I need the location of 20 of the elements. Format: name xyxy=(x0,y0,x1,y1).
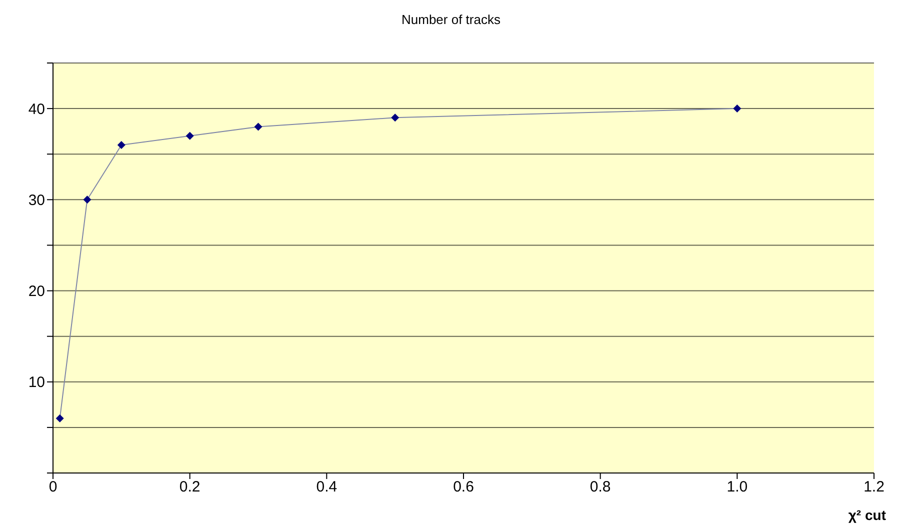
x-tick-label: 1.2 xyxy=(864,478,884,496)
point xyxy=(254,122,262,131)
point xyxy=(117,141,126,149)
y-tick-label: 30 xyxy=(28,192,45,209)
x-tick-label: 0 xyxy=(48,478,58,496)
x-tick-label: 1.0 xyxy=(726,478,748,496)
y-tick-label: 20 xyxy=(28,283,45,300)
y-tick-label: 10 xyxy=(28,374,45,392)
point xyxy=(186,132,194,140)
point xyxy=(391,114,400,122)
x-tick-label: 0.8 xyxy=(590,478,611,496)
point xyxy=(733,104,742,113)
point xyxy=(83,196,92,204)
x-tick-label: 0.4 xyxy=(316,478,338,496)
y-tick-label: 40 xyxy=(28,100,45,118)
x-axis-title: χ² cut xyxy=(848,507,886,523)
x-tick-label: 0.6 xyxy=(453,478,474,496)
x-tick-label: 0.2 xyxy=(179,478,200,496)
point xyxy=(56,414,64,422)
chart-title: Number of tracks xyxy=(400,12,502,27)
